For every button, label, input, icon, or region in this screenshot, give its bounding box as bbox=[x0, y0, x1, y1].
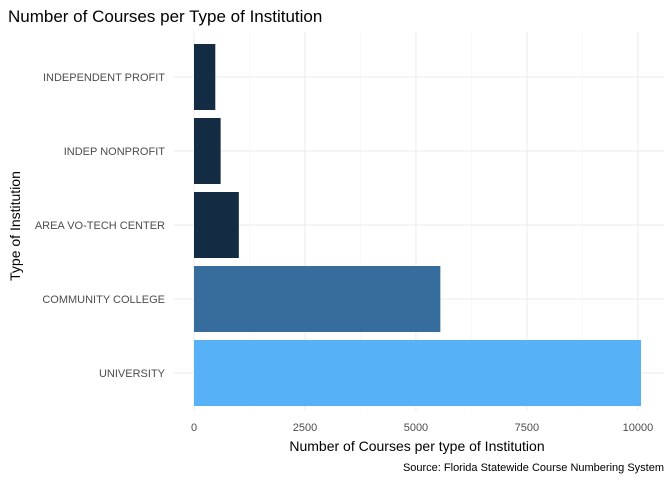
y-tick-label: COMMUNITY COLLEGE bbox=[42, 294, 165, 306]
x-tick-labels: 0 2500 5000 7500 10000 bbox=[191, 422, 653, 434]
y-tick-labels: UNIVERSITY COMMUNITY COLLEGE AREA VO-TECH … bbox=[35, 72, 166, 380]
x-tick-label: 0 bbox=[191, 422, 197, 434]
bar bbox=[194, 118, 221, 184]
bar bbox=[194, 192, 239, 258]
chart-caption: Source: Florida Statewide Course Numberi… bbox=[403, 462, 664, 474]
y-tick-label: UNIVERSITY bbox=[99, 368, 166, 380]
y-tick-label: AREA VO-TECH CENTER bbox=[35, 220, 165, 232]
y-tick-label: INDEPENDENT PROFIT bbox=[43, 72, 165, 84]
x-axis-title: Number of Courses per type of Institutio… bbox=[289, 438, 544, 454]
bar bbox=[194, 266, 441, 332]
x-tick-label: 2500 bbox=[293, 422, 317, 434]
y-axis-title: Type of Institution bbox=[7, 171, 23, 281]
bar bbox=[194, 44, 216, 110]
x-tick-label: 7500 bbox=[515, 422, 539, 434]
y-tick-label: INDEP NONPROFIT bbox=[64, 146, 166, 158]
chart-title: Number of Courses per Type of Institutio… bbox=[8, 7, 322, 26]
x-tick-label: 10000 bbox=[623, 422, 654, 434]
bar bbox=[194, 340, 641, 406]
x-tick-label: 5000 bbox=[404, 422, 428, 434]
bars bbox=[194, 44, 641, 406]
